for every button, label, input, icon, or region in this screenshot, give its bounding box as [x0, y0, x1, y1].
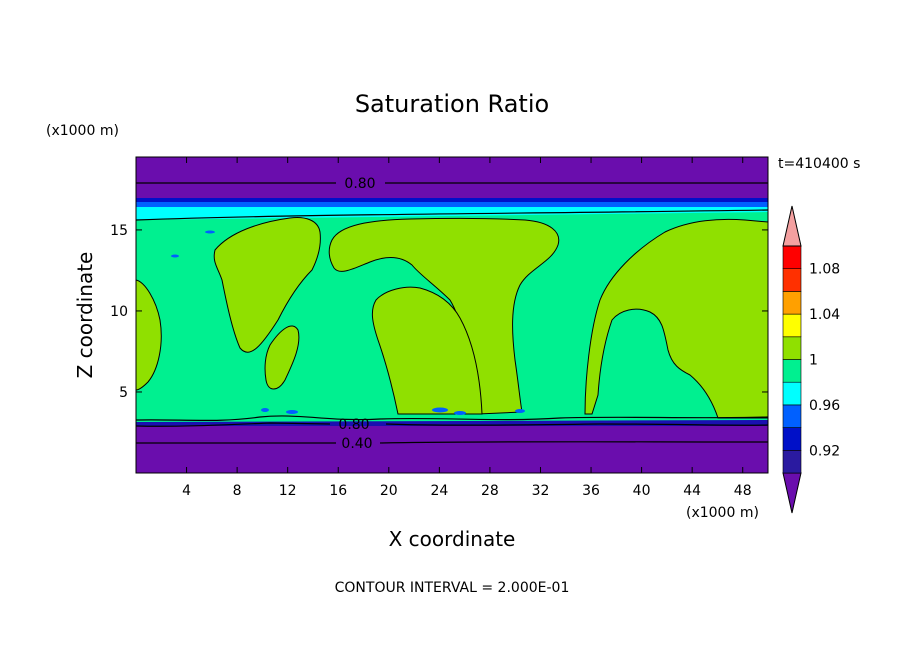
region-yellowgreen-4 — [584, 218, 768, 419]
y-axis-ticks: 5 10 15 — [110, 223, 768, 401]
y-unit-label: (x1000 m) — [46, 123, 119, 139]
colorbar-overflow — [782, 205, 802, 247]
band-dark-blue-low — [136, 418, 768, 426]
cloud-base-specks — [171, 230, 525, 415]
x-tick-label: 4 — [182, 483, 191, 499]
colorbar-segment — [782, 381, 802, 406]
chart-title: Saturation Ratio — [355, 90, 549, 118]
colorbar-underflow — [782, 472, 802, 514]
contour-field: 0.80 0.80 0.40 — [136, 157, 768, 473]
colorbar-label: 0.96 — [809, 398, 840, 414]
y-tick-label: 10 — [110, 304, 128, 320]
footer-contour-interval: CONTOUR INTERVAL = 2.000E-01 — [335, 580, 570, 596]
x-tick-label: 36 — [582, 483, 600, 499]
contour-lines — [136, 182, 768, 444]
x-tick-label: 12 — [279, 483, 297, 499]
colorbar-segment — [782, 313, 802, 338]
colorbar-segment — [782, 291, 802, 315]
plot-frame — [135, 156, 769, 474]
y-tick-label: 15 — [110, 223, 128, 239]
x-axis-label: X coordinate — [389, 527, 516, 551]
x-axis-ticks: 4 8 12 16 20 24 28 32 36 40 44 48 — [182, 157, 752, 499]
region-yellowgreen-1 — [213, 217, 321, 353]
contour-label-1: 0.80 — [344, 176, 375, 192]
region-yellowgreen-6 — [264, 325, 300, 390]
colorbar-segment — [782, 336, 802, 360]
colorbar: 1.08 1.04 1 0.96 0.92 — [782, 205, 840, 514]
region-yellowgreen-2 — [328, 217, 560, 415]
colorbar-label: 1 — [809, 353, 818, 369]
band-dark-blue-top — [136, 198, 768, 203]
x-tick-label: 24 — [430, 483, 448, 499]
y-axis-label: Z coordinate — [73, 252, 97, 379]
x-tick-label: 32 — [532, 483, 550, 499]
colorbar-segment — [782, 449, 802, 474]
x-tick-label: 40 — [633, 483, 651, 499]
contour-label-2: 0.80 — [338, 417, 369, 433]
colorbar-segment — [782, 268, 802, 292]
colorbar-label: 0.92 — [809, 443, 840, 459]
x-tick-label: 44 — [683, 483, 701, 499]
colorbar-segment — [782, 245, 802, 270]
contour-label-3: 0.40 — [341, 436, 372, 452]
y-tick-label: 5 — [119, 385, 128, 401]
time-label: t=410400 s — [778, 156, 860, 172]
colorbar-label: 1.08 — [809, 262, 840, 278]
x-tick-label: 28 — [481, 483, 499, 499]
x-tick-label: 16 — [329, 483, 347, 499]
region-yellowgreen-5 — [136, 279, 162, 391]
colorbar-segment — [782, 404, 802, 428]
x-tick-label: 48 — [734, 483, 752, 499]
band-blue-top — [136, 202, 768, 208]
region-yellowgreen-3 — [371, 286, 483, 415]
contour-labels: 0.80 0.80 0.40 — [338, 176, 375, 452]
x-tick-label: 8 — [233, 483, 242, 499]
colorbar-label: 1.04 — [809, 307, 840, 323]
x-unit-label: (x1000 m) — [686, 505, 759, 521]
colorbar-segment — [782, 359, 802, 383]
x-tick-label: 20 — [380, 483, 398, 499]
colorbar-segment — [782, 427, 802, 451]
